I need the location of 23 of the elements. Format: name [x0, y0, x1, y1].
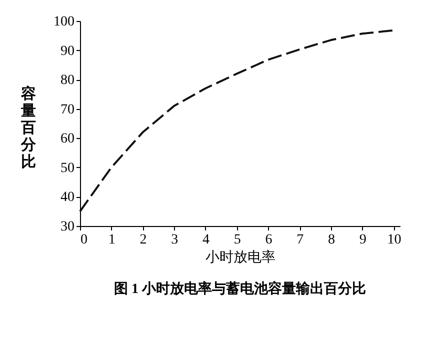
- x-axis-title: 小时放电率: [206, 250, 276, 266]
- x-tick-label: 1: [108, 232, 116, 248]
- y-tick-label: 30: [60, 220, 74, 234]
- x-tick-label: 7: [296, 232, 304, 248]
- line-series: [79, 29, 395, 212]
- y-axis-title: 容量百分比: [20, 84, 37, 170]
- x-tick-label: 2: [140, 232, 147, 248]
- y-tick-label: 100: [54, 14, 74, 30]
- x-tick-label: 6: [265, 232, 272, 248]
- x-tick-label: 3: [171, 232, 178, 248]
- text: 图 1 小时放电率与蓄电池容量输出百分比: [114, 280, 366, 297]
- y-tick-label: 70: [60, 102, 74, 118]
- x-tick-label: 5: [234, 232, 241, 248]
- x-tick-label: 9: [359, 232, 366, 248]
- x-tick-label: 0: [80, 232, 88, 248]
- y-tick-label: 60: [60, 132, 74, 147]
- y-tick-label: 40: [60, 190, 74, 206]
- y-tick-label: 80: [60, 73, 74, 88]
- x-tick-label: 8: [328, 232, 335, 248]
- x-tick-label: 10: [387, 232, 402, 248]
- y-tick-label: 50: [60, 160, 74, 176]
- y-tick-label: 90: [60, 44, 74, 59]
- x-tick-label: 4: [202, 232, 210, 248]
